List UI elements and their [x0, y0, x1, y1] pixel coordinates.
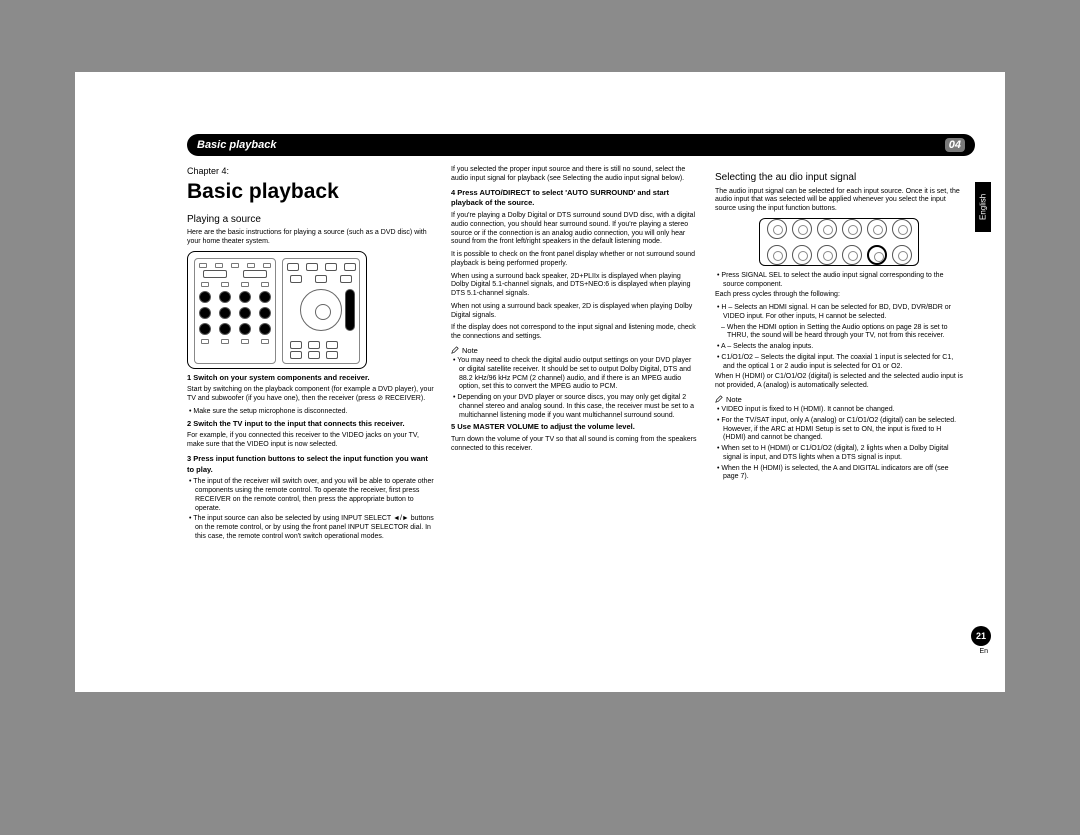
- knob-icon: [792, 219, 812, 239]
- pencil-icon: [451, 346, 459, 354]
- remote-right-panel: [282, 258, 360, 364]
- step-2-text: For example, if you connected this recei…: [187, 432, 435, 450]
- step-5: 5 Use MASTER VOLUME to adjust the volume…: [451, 422, 699, 433]
- note-1: You may need to check the digital audio …: [451, 357, 699, 392]
- volume-rocker-icon: [345, 289, 355, 331]
- step-4-text: If you're playing a Dolby Digital or DTS…: [451, 212, 699, 247]
- step-3-sub2: The input source can also be selected by…: [187, 515, 435, 541]
- item-h: H – Selects an HDMI signal. H can be sel…: [715, 304, 963, 322]
- dpad-icon: [300, 289, 342, 331]
- header-bar: Basic playback 04: [187, 134, 975, 156]
- language-tab: English: [975, 182, 991, 232]
- knob-icon: [767, 245, 787, 265]
- knob-icon: [892, 219, 912, 239]
- chapter-number-badge: 04: [945, 138, 965, 152]
- section-playing-source: Playing a source: [187, 214, 435, 227]
- knob-icon: [817, 219, 837, 239]
- content-columns: Chapter 4: Basic playback Playing a sour…: [187, 166, 963, 672]
- page-number-badge: 21: [971, 626, 991, 646]
- knob-icon: [842, 219, 862, 239]
- item-c: C1/O1/O2 – Selects the digital input. Th…: [715, 354, 963, 372]
- note-header: Note: [715, 395, 963, 404]
- front-panel-diagram: [759, 218, 919, 266]
- signal-sel-bullet: Press SIGNAL SEL to select the audio inp…: [715, 272, 963, 290]
- manual-page: Basic playback 04 English 21 En Chapter …: [75, 72, 1005, 692]
- col3-intro: The audio input signal can be selected f…: [715, 188, 963, 214]
- note3-4: When the H (HDMI) is selected, the A and…: [715, 465, 963, 483]
- step-4-text2: It is possible to check on the front pan…: [451, 251, 699, 269]
- note3-2: For the TV/SAT input, only A (analog) or…: [715, 417, 963, 443]
- remote-left-panel: [194, 258, 276, 364]
- remote-control-diagram: [187, 251, 367, 369]
- column-3: Selecting the au dio input signal The au…: [715, 166, 963, 672]
- col2-intro: If you selected the proper input source …: [451, 166, 699, 184]
- column-1: Chapter 4: Basic playback Playing a sour…: [187, 166, 435, 672]
- step-1-sub: Make sure the setup microphone is discon…: [187, 408, 435, 417]
- step-5-text: Turn down the volume of your TV so that …: [451, 436, 699, 454]
- note-2: Depending on your DVD player or source d…: [451, 394, 699, 420]
- note-label: Note: [726, 395, 742, 404]
- pencil-icon: [715, 395, 723, 403]
- step-3: 3 Press input function buttons to select…: [187, 454, 435, 476]
- knob-icon: [767, 219, 787, 239]
- note-header: Note: [451, 346, 699, 355]
- header-title: Basic playback: [197, 139, 277, 151]
- note3-3: When set to H (HDMI) or C1/O1/O2 (digita…: [715, 445, 963, 463]
- step-3-sub1: The input of the receiver will switch ov…: [187, 478, 435, 513]
- chapter-label: Chapter 4:: [187, 166, 435, 177]
- cycle-intro: Each press cycles through the following:: [715, 291, 963, 300]
- page-lang-code: En: [979, 648, 988, 655]
- knob-icon: [867, 219, 887, 239]
- playing-intro: Here are the basic instructions for play…: [187, 229, 435, 247]
- item-a: A – Selects the analog inputs.: [715, 343, 963, 352]
- note3-1: VIDEO input is fixed to H (HDMI). It can…: [715, 406, 963, 415]
- item-h-dash: When the HDMI option in Setting the Audi…: [715, 324, 963, 342]
- section-selecting-audio: Selecting the au dio input signal: [715, 172, 963, 185]
- note-label: Note: [462, 346, 478, 355]
- step-1: 1 Switch on your system components and r…: [187, 373, 435, 384]
- step-2: 2 Switch the TV input to the input that …: [187, 419, 435, 430]
- knob-icon: [892, 245, 912, 265]
- step-4: 4 Press AUTO/DIRECT to select 'AUTO SURR…: [451, 188, 699, 210]
- column-2: If you selected the proper input source …: [451, 166, 699, 672]
- signal-sel-knob-icon: [867, 245, 887, 265]
- step-4-text5: If the display does not correspond to th…: [451, 324, 699, 342]
- knob-icon: [817, 245, 837, 265]
- step-4-text4: When not using a surround back speaker, …: [451, 303, 699, 321]
- knob-icon: [792, 245, 812, 265]
- page-title: Basic playback: [187, 179, 435, 205]
- knob-icon: [842, 245, 862, 265]
- step-4-text3: When using a surround back speaker, 2D+P…: [451, 273, 699, 299]
- step-1-text: Start by switching on the playback compo…: [187, 386, 435, 404]
- auto-analog: When H (HDMI) or C1/O1/O2 (digital) is s…: [715, 373, 963, 391]
